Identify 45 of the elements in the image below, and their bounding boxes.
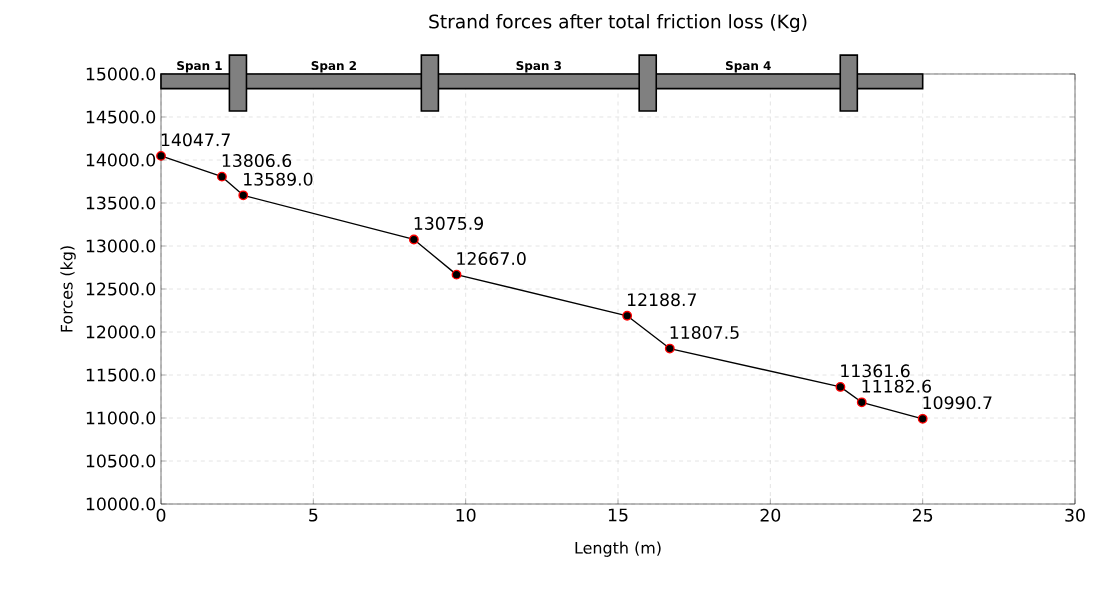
data-label: 13589.0 [244,172,313,186]
data-label: 10990.7 [923,396,992,410]
x-tick-label: 25 [912,508,933,522]
text: Span 4 [725,61,771,73]
y-tick-label: 14500.0 [86,110,156,124]
y-tick-label: 15000.0 [86,67,156,81]
y-tick-label: 10500.0 [86,454,156,468]
y-tick-label: 12000.0 [86,325,156,339]
y-tick-label: 11500.0 [86,368,156,382]
y-axis-title: Forces (kg) [60,246,76,332]
y-tick-label: 12500.0 [86,282,156,296]
data-label: 12667.0 [457,252,526,266]
point [856,397,867,408]
point [835,381,846,392]
data-label: 11361.6 [841,364,910,378]
text: Span 3 [516,61,561,73]
y-tick-label: 11000.0 [86,411,156,425]
data-label: 13806.6 [222,154,292,168]
point [622,310,633,321]
x-tick-label: 15 [608,508,628,522]
y-tick-label: 13500.0 [86,196,156,210]
text: Span 2 [311,61,356,73]
x-tick-label: 5 [309,508,318,522]
y-tick-label: 14000.0 [86,153,156,167]
data-label: 11807.5 [670,325,739,339]
x-tick-label: 20 [760,508,781,522]
x-tick-label: 30 [1065,508,1085,522]
x-tick-label: 10 [456,508,476,522]
point [156,150,166,161]
data-label: 11182.6 [862,379,931,393]
y-tick-label: 13000.0 [86,239,156,253]
data-label: 14047.7 [161,133,230,147]
point [917,413,928,424]
x-tick-label: 0 [156,508,166,522]
data-label: 13075.9 [414,216,483,230]
x-axis-title: Length (m) [575,541,661,557]
y-tick-label: 10000.0 [86,497,156,511]
point [238,190,249,201]
point [451,269,462,280]
point [664,343,675,354]
data-label: 12188.7 [627,293,697,307]
point [217,171,227,182]
text: Span 1 [177,61,222,73]
point [408,234,419,245]
chart-title: Strand forces after total friction loss (Kg) [429,14,807,33]
